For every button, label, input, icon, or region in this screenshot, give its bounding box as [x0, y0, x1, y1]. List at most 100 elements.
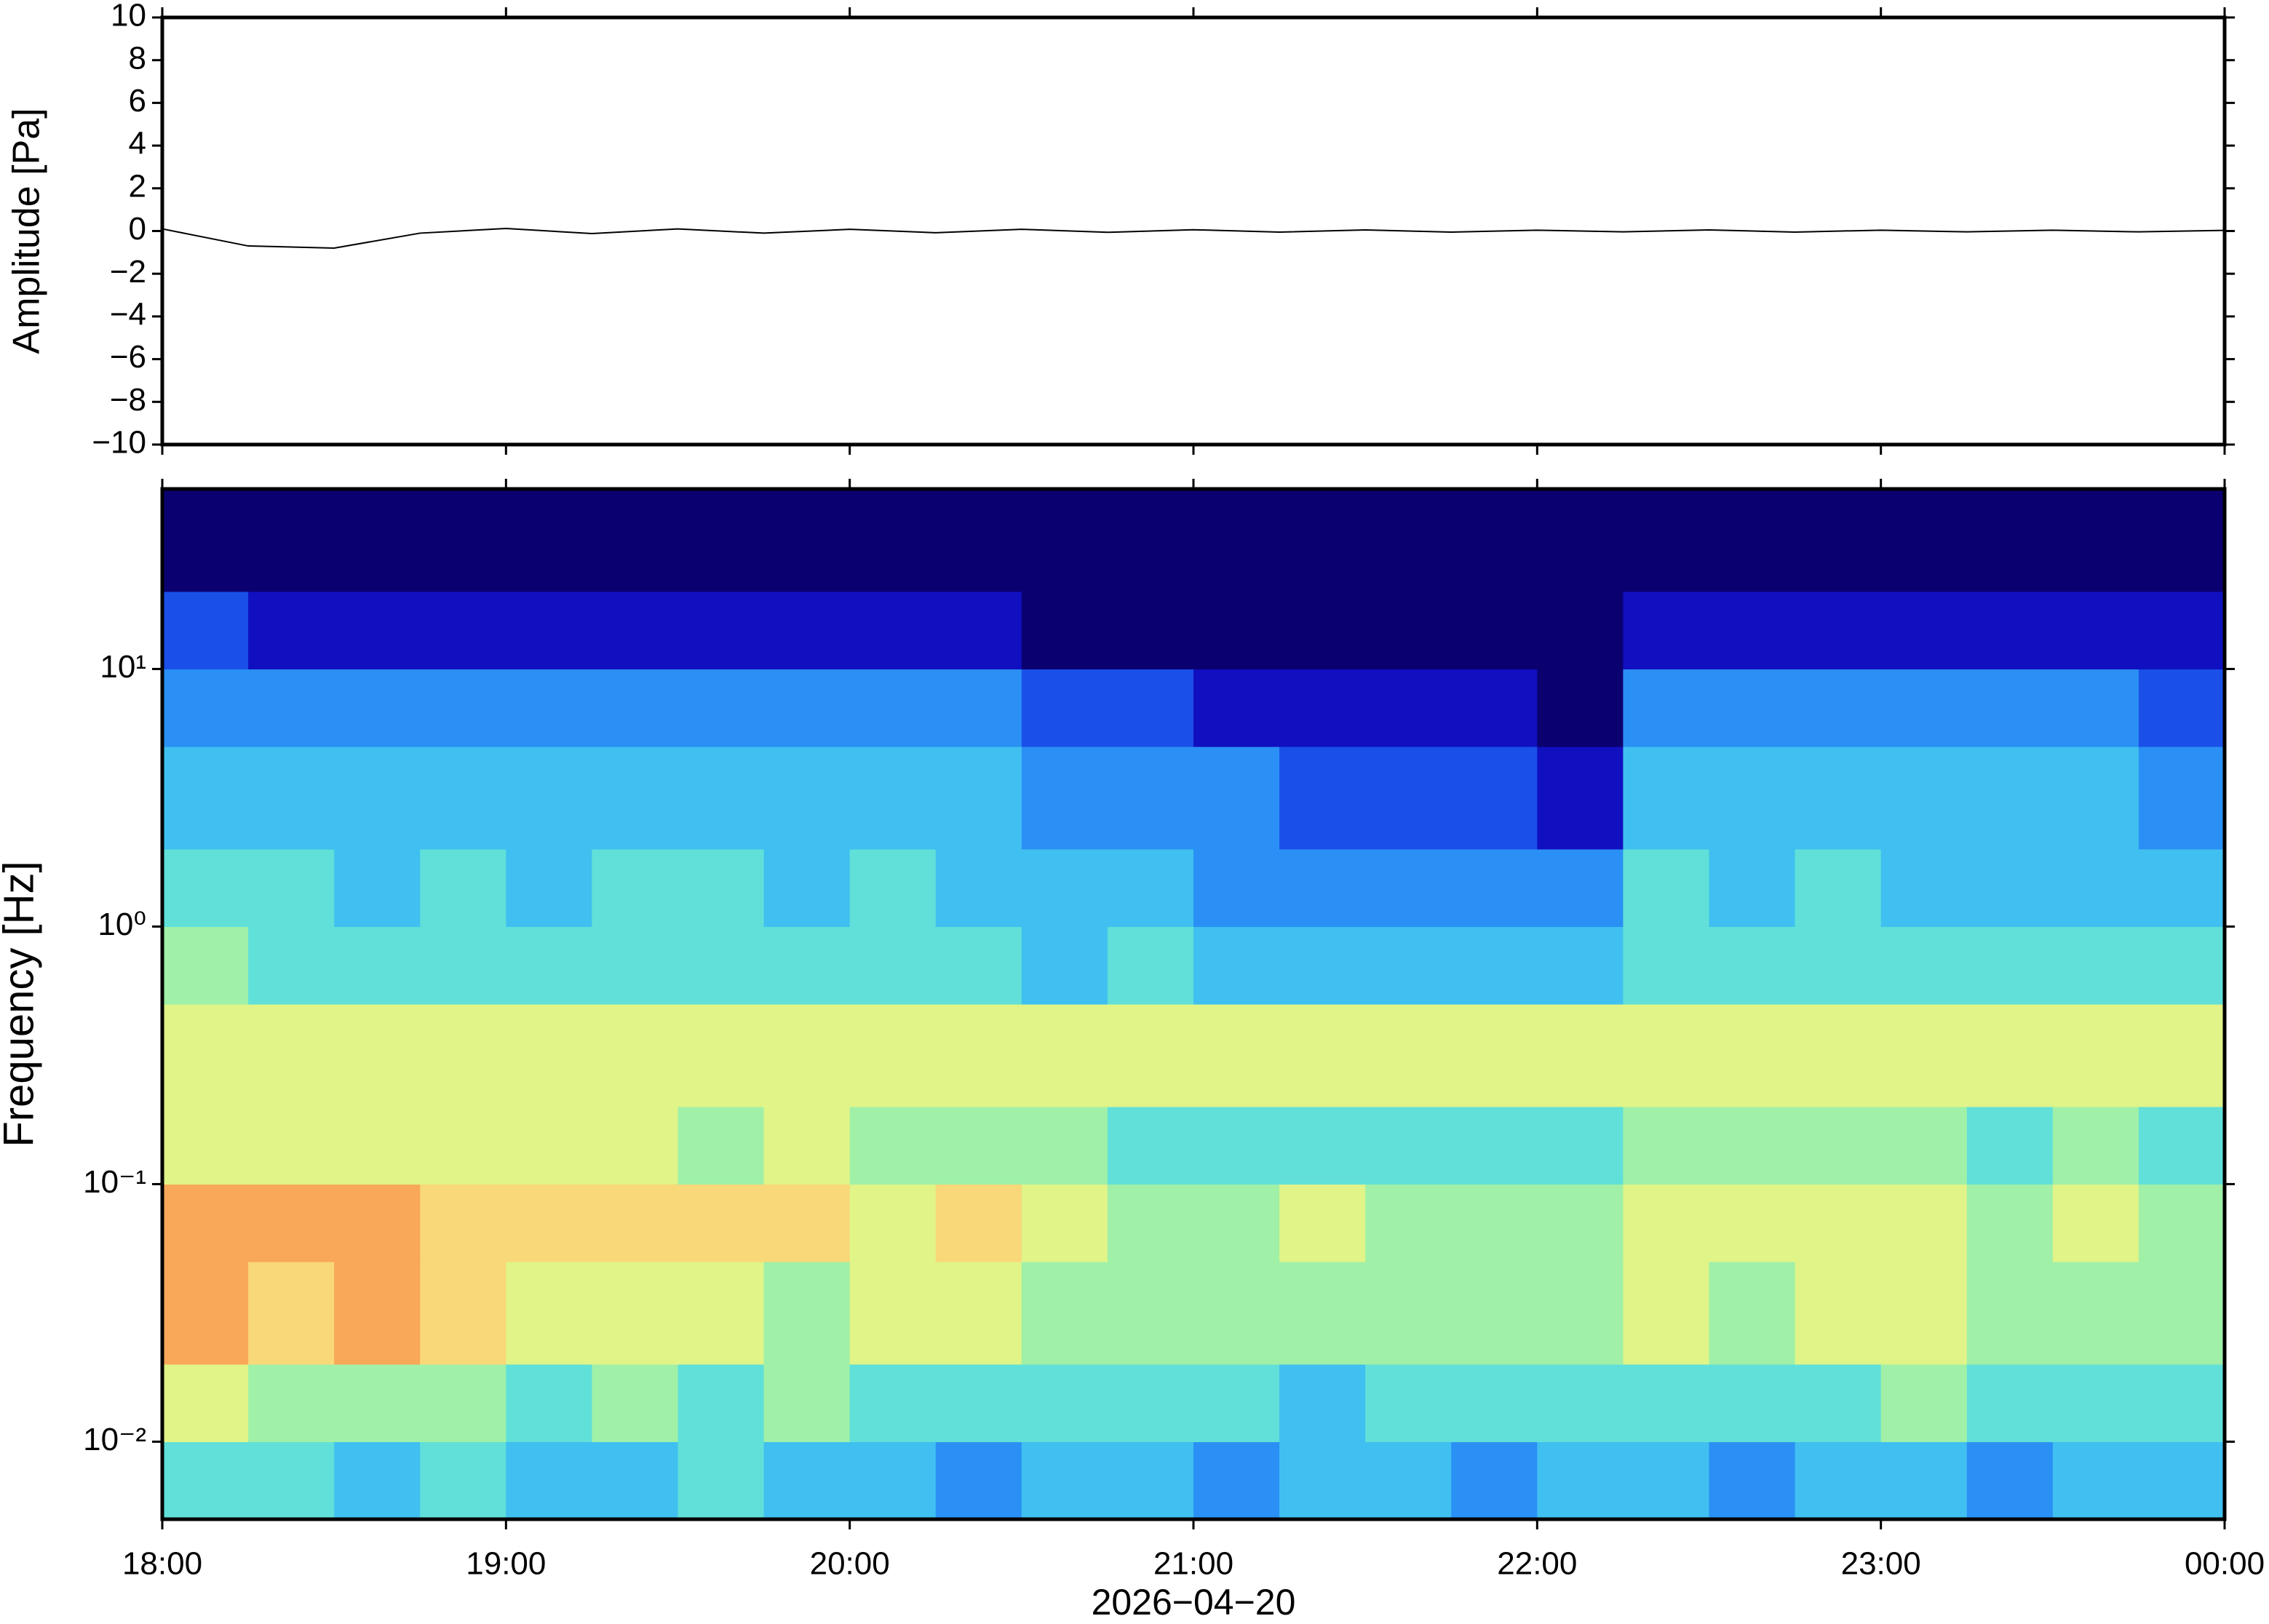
spectrogram-cell — [677, 1004, 765, 1107]
spectrogram-cell — [1279, 669, 1366, 747]
spectrogram-cell — [1966, 747, 2054, 850]
spectrogram-cell — [1365, 1441, 1452, 1520]
spectrogram-cell — [1709, 1441, 1796, 1520]
spectrogram-cell — [2138, 1184, 2225, 1262]
spectrogram-cell — [334, 669, 421, 747]
spectrogram-cell — [1709, 848, 1796, 928]
spectrogram-cell — [677, 926, 765, 1005]
x-tick-label: 23:00 — [1841, 1546, 1921, 1582]
spectrogram-cell — [1451, 848, 1538, 928]
spectrogram-cell — [849, 1106, 937, 1185]
spectrogram-cell — [162, 1106, 249, 1185]
spectrogram-cell — [1451, 669, 1538, 747]
x-tick-label: 21:00 — [1153, 1546, 1233, 1582]
y-axis-label: Amplitude [Pa] — [6, 108, 48, 354]
spectrogram-cell — [763, 1262, 851, 1365]
spectrogram-cell — [1451, 1004, 1538, 1107]
y-tick-label: 4 — [129, 126, 146, 162]
spectrogram-cell — [2052, 1364, 2139, 1443]
spectrogram-cell — [1966, 591, 2054, 670]
spectrogram-cell — [935, 848, 1022, 928]
spectrogram-cell — [1107, 489, 1194, 592]
spectrogram-cell — [334, 848, 421, 928]
x-tick-label: 22:00 — [1497, 1546, 1577, 1582]
spectrogram-cell — [248, 489, 335, 592]
spectrogram-cell — [1880, 1441, 1968, 1520]
spectrogram-cell — [1451, 489, 1538, 592]
y-tick-label: −6 — [110, 339, 146, 375]
spectrogram-cell — [1709, 1364, 1796, 1443]
spectrogram-cell — [1365, 1184, 1452, 1262]
spectrogram-cell — [1193, 1262, 1280, 1365]
spectrogram-cell — [2052, 1004, 2139, 1107]
spectrogram-cell — [1021, 1106, 1108, 1185]
spectrogram-cell — [592, 1262, 679, 1365]
spectrogram-cell — [763, 1184, 851, 1262]
spectrogram-cell — [1021, 1004, 1108, 1107]
spectrogram-cell — [1623, 1106, 1710, 1185]
spectrogram-cell — [1107, 747, 1194, 850]
y-axis-label: Frequency [Hz] — [0, 861, 42, 1147]
y-tick-label: 10⁻¹ — [83, 1164, 146, 1200]
spectrogram-cell — [1193, 1004, 1280, 1107]
spectrogram-cell — [1966, 489, 2054, 592]
spectrogram-cell — [2052, 926, 2139, 1005]
spectrogram-cell — [1795, 1106, 1882, 1185]
spectrogram-cell — [334, 926, 421, 1005]
spectrogram-cell — [1107, 1106, 1194, 1185]
y-tick-label: −2 — [110, 254, 146, 290]
spectrogram-cell — [162, 1364, 249, 1443]
spectrogram-cell — [2052, 669, 2139, 747]
spectrogram-cell — [935, 669, 1022, 747]
spectrogram-cell — [1623, 1364, 1710, 1443]
spectrogram-cell — [334, 489, 421, 592]
spectrogram-cell — [592, 1364, 679, 1443]
spectrogram-cell — [763, 669, 851, 747]
spectrogram-cell — [1279, 1184, 1366, 1262]
spectrogram-cell — [1279, 1262, 1366, 1365]
spectrogram-cell — [1193, 489, 1280, 592]
spectrogram-cell — [1795, 848, 1882, 928]
spectrogram-cell — [1279, 1106, 1366, 1185]
y-tick-label: −10 — [92, 425, 146, 461]
spectrogram-cell — [248, 926, 335, 1005]
spectrogram-cell — [162, 591, 249, 670]
spectrogram-cell — [1021, 848, 1108, 928]
spectrogram-cell — [763, 926, 851, 1005]
spectrogram-cell — [677, 669, 765, 747]
spectrogram-cell — [162, 926, 249, 1005]
spectrogram-cell — [420, 1441, 506, 1520]
spectrogram-cell — [162, 489, 249, 592]
spectrogram-cell — [1795, 1441, 1882, 1520]
spectrogram-cell — [1365, 669, 1452, 747]
spectrogram-cell — [677, 1262, 765, 1365]
spectrogram-cell — [849, 669, 937, 747]
spectrogram-cell — [1365, 489, 1452, 592]
spectrogram-cell — [1709, 669, 1796, 747]
spectrogram-cell — [1623, 1004, 1710, 1107]
spectrogram-cell — [506, 1262, 593, 1365]
spectrogram-cell — [1021, 489, 1108, 592]
spectrogram-cell — [420, 1004, 506, 1107]
spectrogram-cell — [334, 1262, 421, 1365]
spectrogram-cell — [248, 1364, 335, 1443]
spectrogram-cell — [420, 1184, 506, 1262]
spectrogram-cell — [1279, 926, 1366, 1005]
spectrogram-cell — [1193, 747, 1280, 850]
spectrogram-cell — [248, 669, 335, 747]
spectrogram-cell — [420, 1262, 506, 1365]
spectrogram-cell — [334, 747, 421, 850]
spectrogram-cell — [1537, 669, 1624, 747]
spectrogram-cell — [248, 848, 335, 928]
spectrogram-cell — [1623, 489, 1710, 592]
spectrogram-cell — [1193, 1441, 1280, 1520]
spectrogram-cell — [1193, 591, 1280, 670]
spectrogram-cell — [2138, 1441, 2225, 1520]
spectrogram-cell — [763, 1106, 851, 1185]
spectrogram-cell — [849, 1184, 937, 1262]
spectrogram-cell — [1623, 591, 1710, 670]
spectrogram-cell — [420, 591, 506, 670]
spectrogram-cell — [1451, 926, 1538, 1005]
spectrogram-cell — [1451, 1106, 1538, 1185]
spectrogram-cell — [1365, 1364, 1452, 1443]
